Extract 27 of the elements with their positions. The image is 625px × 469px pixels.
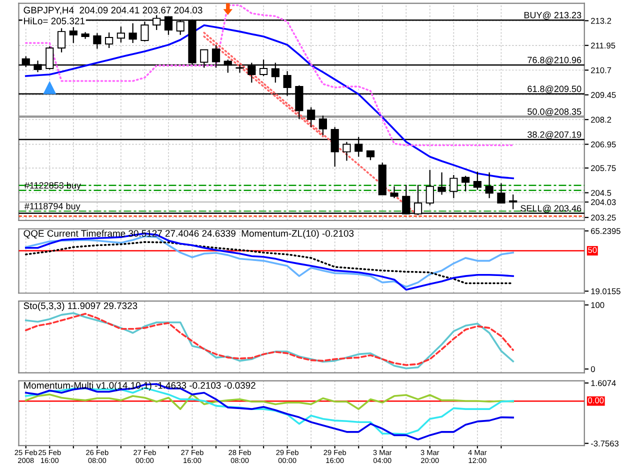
y-tick-label: 1.6074 [591, 380, 616, 386]
y-tick-label: 65.2395 [591, 228, 620, 234]
y-tick-label: 213.2 [591, 18, 612, 24]
y-tick-label: 209.45 [591, 92, 616, 98]
ref-line-label: 76.8@210.96 [528, 56, 582, 64]
y-tick-label: 19.0155 [591, 288, 620, 294]
chart-title: Sto(5,3,3) 11.9097 29.7323 [24, 302, 138, 311]
text: HiLo= 205.321 [24, 17, 85, 24]
y-tick-label: 0 [590, 366, 595, 372]
y-tick-label: 211.95 [591, 42, 616, 49]
ref-line-label: #1118794 buy [24, 202, 80, 212]
y-tick-label: 210.7 [591, 67, 612, 74]
y-tick-label: 100 [591, 302, 604, 308]
y-tick-label: 206.95 [591, 141, 616, 148]
ref-line-label: 50.0@208.35 [528, 108, 582, 116]
y-tick-label: 203.25 [591, 214, 616, 221]
ref-line-label: 0.00 [588, 397, 604, 404]
y-tick-label: 204.5 [591, 190, 612, 196]
y-tick-label: 205.75 [591, 165, 616, 172]
y-tick-label: 208.2 [591, 116, 612, 123]
chart-title: GBPJPY,H4 204.09 204.41 203.67 204.03 [24, 6, 202, 15]
ref-line-label: 50 [588, 247, 597, 254]
ref-line-label: BUY@ 213.23 [524, 12, 582, 20]
y-tick-label: -3.7563 [590, 440, 619, 446]
y-tick-label: 204.03 [591, 199, 616, 206]
ref-line-label: 38.2@207.19 [528, 131, 582, 139]
ref-line-label: 61.8@209.50 [528, 85, 582, 94]
